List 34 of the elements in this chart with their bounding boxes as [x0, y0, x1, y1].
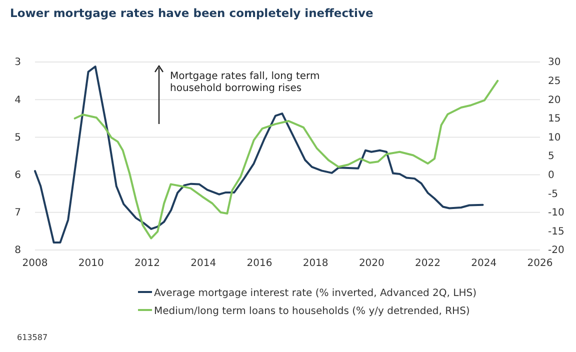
line-series [34, 66, 484, 244]
y-tick-label: 6 [14, 170, 21, 181]
y2-tick-label: 25 [548, 76, 561, 87]
chart-title: Lower mortgage rates have been completely ineffective [10, 6, 374, 20]
y2-tick-label: 10 [548, 132, 561, 144]
y2-tick-label: 20 [548, 94, 561, 106]
y-tick-label: 4 [14, 94, 21, 106]
y2-tick-label: -20 [548, 245, 564, 256]
y2-tick-label: 15 [548, 114, 561, 125]
x-tick-label: 2012 [134, 258, 160, 270]
y-tick-label: 5 [14, 132, 21, 144]
legend-label: Average mortgage interest rate (% inverted, Advanced 2Q, LHS) [154, 288, 477, 299]
x-tick-label: 2020 [358, 258, 384, 270]
y2-tick-label: 0 [548, 170, 554, 181]
y-tick-label: 3 [14, 57, 21, 68]
y2-tick-label: -10 [548, 208, 564, 219]
y-tick-label: 7 [14, 208, 21, 219]
x-tick-label: 2014 [190, 258, 216, 270]
y2-tick-label: 5 [548, 151, 554, 162]
x-tick-label: 2018 [302, 258, 328, 270]
y2-tick-label: 30 [548, 57, 561, 68]
x-tick-label: 2022 [415, 258, 441, 270]
y2-tick-label: -5 [548, 188, 558, 200]
annotation: Mortgage rates fall, long term household borrowing rises [170, 71, 320, 94]
text: 613587 [17, 333, 48, 342]
y2-tick-label: -15 [548, 226, 564, 238]
x-tick-label: 2024 [471, 258, 497, 270]
y-tick-label: 8 [14, 245, 21, 256]
legend-label: Medium/long term loans to households (% y/y detrended, RHS) [154, 306, 470, 317]
line-series [74, 80, 499, 240]
x-tick-label: 2026 [527, 258, 553, 270]
x-tick-label: 2008 [22, 258, 48, 270]
x-tick-label: 2010 [78, 258, 104, 270]
x-tick-label: 2016 [246, 258, 272, 270]
